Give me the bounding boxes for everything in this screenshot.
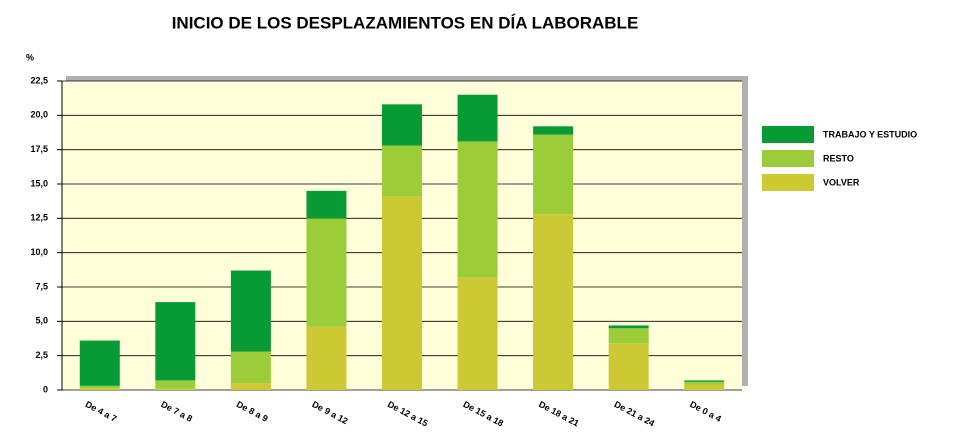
bar-segment — [79, 388, 120, 390]
y-axis-label: % — [26, 52, 34, 62]
legend-label: VOLVER — [823, 177, 860, 187]
legend-swatch — [762, 126, 814, 143]
bar-segment — [79, 340, 120, 386]
bar-segment — [533, 214, 574, 390]
bar-segment — [457, 277, 498, 390]
bar-segment — [306, 218, 347, 327]
bar-segment — [608, 328, 649, 344]
x-tick-label: De 18 a 21 — [537, 399, 581, 429]
bar-segment — [382, 104, 422, 146]
y-tick-label: 20,0 — [30, 110, 48, 120]
bar-segment — [230, 351, 271, 384]
x-tick-label: De 12 a 15 — [386, 399, 430, 429]
x-tick-label: De 0 a 4 — [688, 399, 723, 424]
bar-segment — [306, 326, 347, 390]
bar-segment — [306, 190, 347, 219]
bar-segment — [684, 381, 725, 385]
y-tick-label: 15,0 — [30, 178, 48, 188]
bar-segment — [155, 380, 196, 389]
bar-segment — [457, 94, 498, 142]
x-tick-label: De 21 a 24 — [613, 399, 657, 429]
y-tick-label: 7,5 — [35, 281, 48, 291]
bar-segment — [533, 126, 574, 135]
x-tick-label: De 9 a 12 — [310, 399, 349, 426]
y-tick-label: 22,5 — [30, 75, 48, 85]
x-tick-label: De 8 a 9 — [235, 399, 270, 424]
bar-segment — [608, 343, 649, 390]
y-tick-label: 5,0 — [35, 316, 48, 326]
y-tick-label: 12,5 — [30, 213, 48, 223]
bar-segment — [684, 384, 725, 390]
bar-segment — [155, 302, 196, 381]
x-tick-label: De 7 a 8 — [159, 399, 194, 424]
y-tick-label: 2,5 — [35, 350, 48, 360]
chart-title: INICIO DE LOS DESPLAZAMIENTOS EN DÍA LAB… — [172, 13, 639, 32]
y-tick-label: 0 — [43, 384, 48, 394]
bar-segment — [230, 383, 271, 390]
bar-segment — [533, 134, 574, 215]
bar-segment — [155, 388, 196, 390]
y-tick-label: 10,0 — [30, 247, 48, 257]
bar-segment — [230, 270, 271, 352]
bar-segment — [79, 385, 120, 389]
legend-label: RESTO — [823, 153, 854, 163]
x-tick-label: De 4 a 7 — [84, 399, 119, 424]
bar-segment — [382, 196, 422, 390]
bar-segment — [684, 380, 725, 382]
legend-swatch — [762, 174, 814, 191]
y-tick-label: 17,5 — [30, 144, 48, 154]
legend-label: TRABAJO Y ESTUDIO — [823, 129, 917, 139]
x-tick-label: De 15 a 18 — [462, 399, 506, 429]
bar-segment — [457, 141, 498, 278]
legend-swatch — [762, 150, 814, 167]
bar-segment — [608, 325, 649, 329]
bar-segment — [382, 145, 422, 197]
